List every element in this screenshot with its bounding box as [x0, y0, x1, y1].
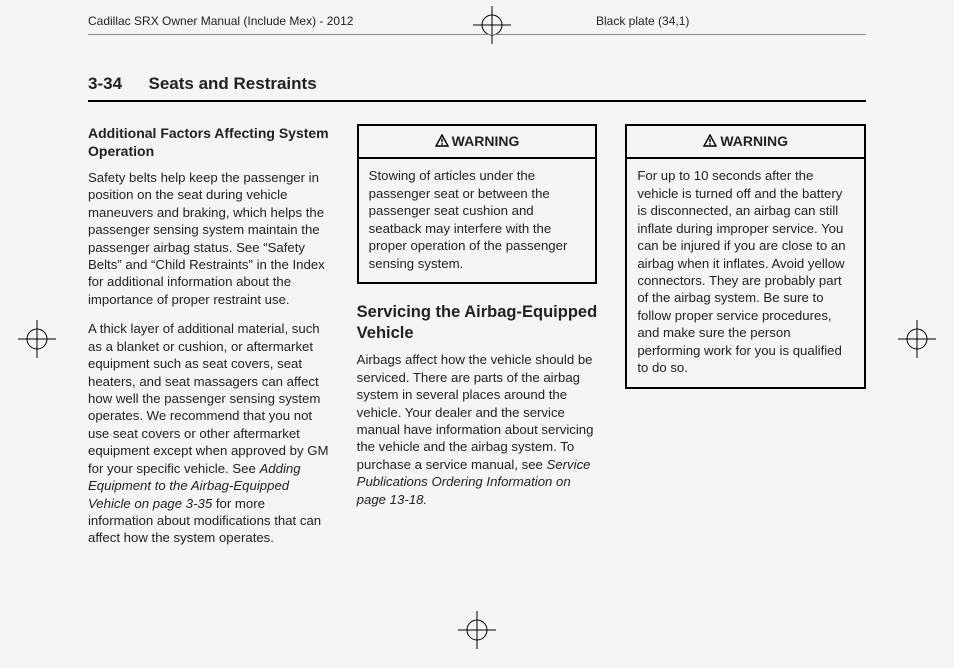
warning-body-1: Stowing of articles under the passenger …: [359, 159, 596, 282]
columns: Additional Factors Affecting System Oper…: [88, 124, 866, 559]
column-2: WARNING Stowing of articles under the pa…: [357, 124, 598, 559]
col1-subhead: Additional Factors Affecting System Oper…: [88, 124, 329, 161]
col1-para2: A thick layer of additional material, su…: [88, 320, 329, 546]
warning-box-2: WARNING For up to 10 seconds after the v…: [625, 124, 866, 389]
running-head: 3-34 Seats and Restraints: [88, 74, 866, 102]
page-number: 3-34: [88, 74, 122, 93]
warning-body-2: For up to 10 seconds after the vehicle i…: [627, 159, 864, 386]
warning-label-2: WARNING: [720, 133, 788, 149]
warning-triangle-icon: [703, 133, 717, 151]
col2-para1: Airbags affect how the vehicle should be…: [357, 351, 598, 508]
warning-label-1: WARNING: [452, 133, 520, 149]
header-right-text: Black plate (34,1): [596, 14, 689, 28]
page-content: 3-34 Seats and Restraints Additional Fac…: [88, 74, 866, 559]
column-1: Additional Factors Affecting System Oper…: [88, 124, 329, 559]
registration-mark-left: [18, 320, 56, 363]
column-3: WARNING For up to 10 seconds after the v…: [625, 124, 866, 559]
warning-triangle-icon: [435, 133, 449, 151]
section-title: Seats and Restraints: [148, 74, 316, 93]
header-rule: [88, 34, 866, 35]
registration-mark-top: [473, 6, 511, 47]
warning-title-2: WARNING: [627, 126, 864, 159]
print-header: Cadillac SRX Owner Manual (Include Mex) …: [0, 14, 954, 38]
header-left-text: Cadillac SRX Owner Manual (Include Mex) …: [88, 14, 353, 28]
warning-title-1: WARNING: [359, 126, 596, 159]
warning-box-1: WARNING Stowing of articles under the pa…: [357, 124, 598, 284]
col1-para1: Safety belts help keep the passenger in …: [88, 169, 329, 308]
registration-mark-right: [898, 320, 936, 363]
page-root: Cadillac SRX Owner Manual (Include Mex) …: [0, 0, 954, 668]
col2-p1-lead: Airbags affect how the vehicle should be…: [357, 352, 594, 472]
col1-p2-lead: A thick layer of additional material, su…: [88, 321, 328, 475]
col2-heading: Servicing the Airbag-Equipped Vehicle: [357, 302, 598, 343]
registration-mark-bottom: [458, 611, 496, 654]
